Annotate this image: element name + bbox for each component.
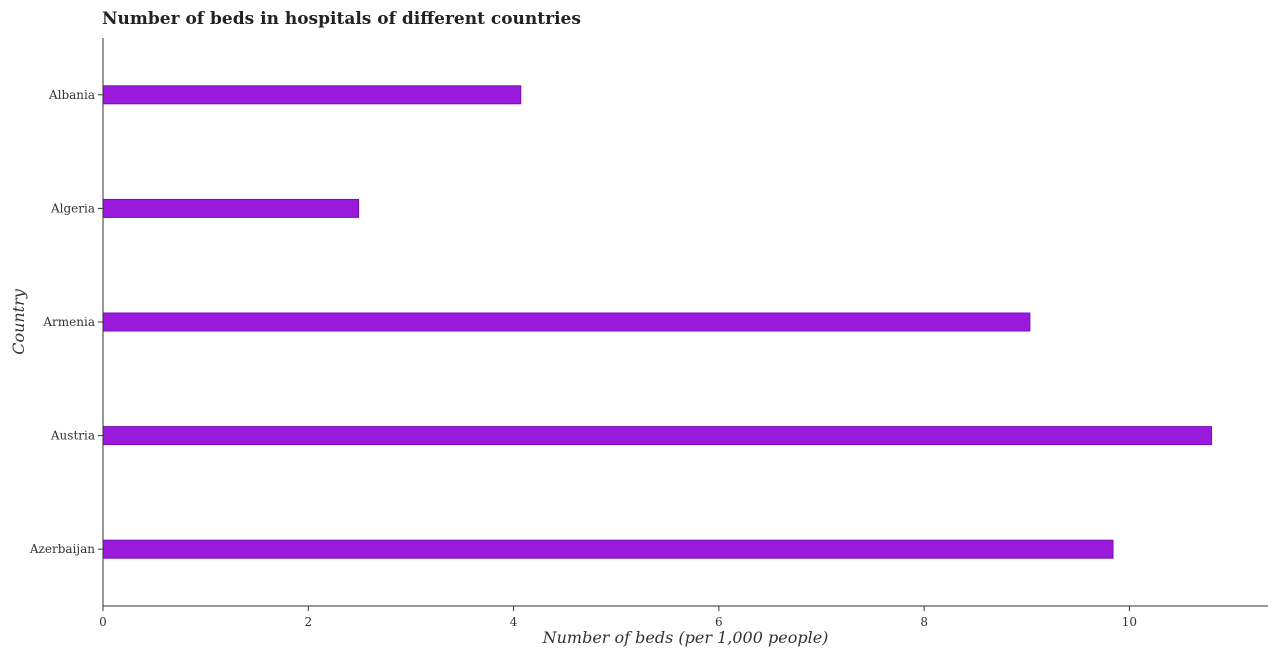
y-ticks-group: Albania Algeria Armenia Austria Azerbaijan: [29, 88, 103, 556]
x-tick-label: 2: [304, 615, 312, 629]
bar-albania: [102, 85, 522, 105]
bars-group: [102, 85, 1213, 559]
chart-title: Number of beds in hospitals of different…: [102, 9, 581, 29]
y-tick-label: Azerbaijan: [29, 542, 95, 556]
x-tick-label: 6: [715, 615, 723, 629]
x-tick-label: 0: [99, 615, 107, 629]
bar-austria: [102, 426, 1213, 446]
x-tick-label: 10: [1122, 615, 1137, 629]
y-tick-label: Austria: [50, 429, 95, 443]
x-tick-label: 8: [920, 615, 928, 629]
bar-armenia: [102, 312, 1031, 332]
y-tick-label: Algeria: [50, 201, 95, 215]
y-axis-label: Country: [9, 288, 28, 355]
x-axis-label: Number of beds (per 1,000 people): [542, 628, 829, 647]
x-ticks-group: 0 2 4 6 8 10: [99, 606, 1137, 629]
y-tick-label: Armenia: [42, 315, 95, 329]
bar-algeria: [102, 198, 360, 218]
x-tick-label: 4: [510, 615, 518, 629]
bar-azerbaijan: [102, 539, 1114, 559]
y-tick-label: Albania: [48, 88, 95, 102]
